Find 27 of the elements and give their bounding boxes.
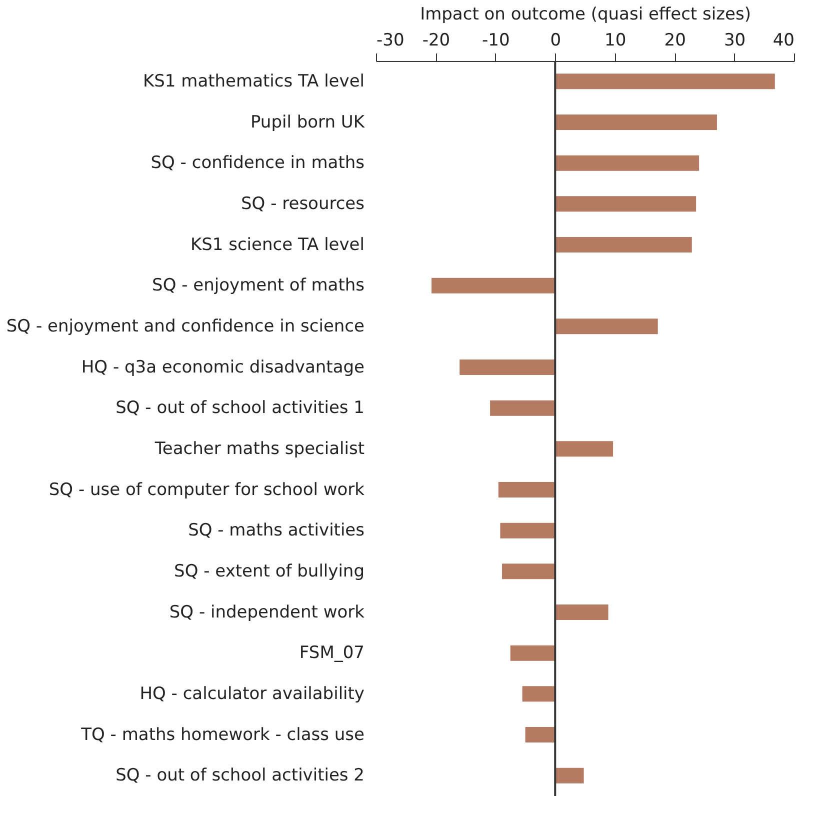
y-tick-label: SQ - out of school activities 1 — [116, 398, 364, 418]
y-tick-label: FSM_07 — [299, 643, 364, 664]
y-tick-label: SQ - confidence in maths — [150, 153, 365, 174]
y-tick-label: SQ - use of computer for school work — [48, 480, 365, 500]
y-tick-label: SQ - extent of bullying — [174, 561, 364, 582]
x-tick-label: -10 — [482, 30, 510, 50]
y-tick-label: KS1 science TA level — [190, 234, 364, 255]
y-tick-label: Pupil born UK — [250, 112, 366, 132]
x-tick-label: 30 — [724, 30, 746, 50]
x-tick-label: 10 — [604, 30, 626, 50]
y-tick-label: HQ - calculator availability — [140, 684, 364, 704]
x-tick-label: 0 — [550, 30, 562, 50]
y-tick-label: HQ - q3a economic disadvantage — [81, 357, 364, 378]
y-tick-label: SQ - maths activities — [188, 520, 365, 541]
y-tick-label: KS1 mathematics TA level — [142, 71, 364, 92]
x-tick-label: 20 — [664, 30, 686, 50]
y-tick-label: SQ - independent work — [169, 602, 365, 622]
y-tick-label: SQ - resources — [241, 194, 365, 214]
y-tick-label: SQ - enjoyment and confidence in science — [6, 316, 364, 336]
x-axis-title: Impact on outcome (quasi effect sizes) — [420, 4, 751, 24]
y-tick-label: SQ - enjoyment of maths — [152, 276, 365, 296]
x-tick-label: 40 — [772, 30, 794, 50]
y-tick-label: TQ - maths homework - class use — [80, 724, 364, 745]
x-tick-label: -20 — [422, 30, 450, 50]
y-tick-label: Teacher maths specialist — [154, 438, 365, 459]
y-tick-label: SQ - out of school activities 2 — [116, 766, 364, 786]
x-tick-label: -30 — [376, 30, 404, 50]
